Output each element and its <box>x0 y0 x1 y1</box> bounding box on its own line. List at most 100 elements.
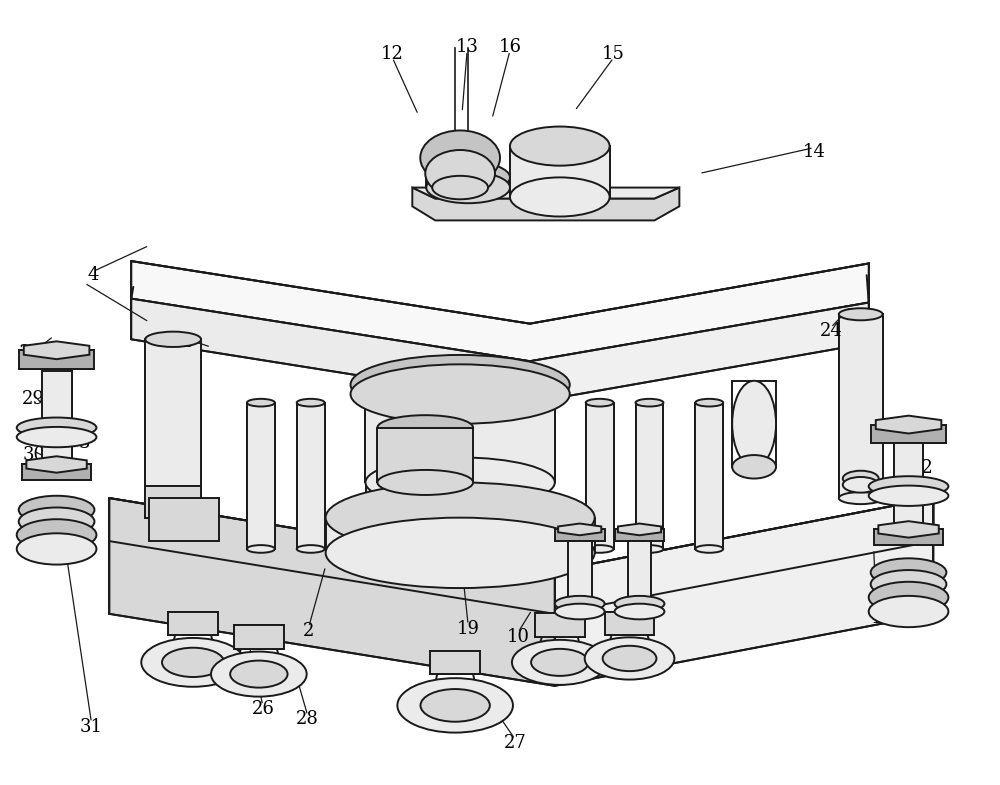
Text: 15: 15 <box>602 45 625 63</box>
Polygon shape <box>516 403 544 549</box>
Text: 32: 32 <box>18 345 41 363</box>
Ellipse shape <box>141 638 245 687</box>
Polygon shape <box>109 498 555 686</box>
Polygon shape <box>618 524 661 535</box>
Text: 28: 28 <box>296 710 319 728</box>
Ellipse shape <box>351 355 570 414</box>
Ellipse shape <box>839 492 883 504</box>
Ellipse shape <box>869 596 948 627</box>
Text: 4: 4 <box>88 266 99 284</box>
Bar <box>168 612 218 635</box>
Ellipse shape <box>843 471 879 487</box>
Ellipse shape <box>510 126 610 166</box>
Ellipse shape <box>843 477 879 493</box>
Ellipse shape <box>869 476 948 497</box>
Bar <box>510 146 610 197</box>
Polygon shape <box>22 465 91 480</box>
Polygon shape <box>131 261 869 361</box>
Polygon shape <box>871 425 946 444</box>
Ellipse shape <box>211 652 307 696</box>
Polygon shape <box>555 498 933 686</box>
Ellipse shape <box>586 399 614 407</box>
Polygon shape <box>19 350 94 369</box>
Ellipse shape <box>425 150 495 197</box>
Polygon shape <box>412 188 679 199</box>
Ellipse shape <box>145 491 201 506</box>
Ellipse shape <box>326 483 595 553</box>
Text: 29: 29 <box>22 390 45 407</box>
Ellipse shape <box>603 646 656 671</box>
Ellipse shape <box>426 162 510 193</box>
Ellipse shape <box>695 399 723 407</box>
Ellipse shape <box>871 570 946 598</box>
Polygon shape <box>247 403 275 549</box>
Ellipse shape <box>365 458 555 507</box>
Text: 1: 1 <box>871 609 882 626</box>
Polygon shape <box>555 529 605 541</box>
Bar <box>894 444 923 545</box>
Polygon shape <box>615 529 664 541</box>
Ellipse shape <box>19 507 94 535</box>
Ellipse shape <box>432 176 488 199</box>
Ellipse shape <box>586 545 614 553</box>
Ellipse shape <box>297 545 325 553</box>
Ellipse shape <box>555 596 605 612</box>
Bar <box>377 428 473 483</box>
Text: 10: 10 <box>506 627 529 645</box>
Polygon shape <box>695 403 723 549</box>
Bar <box>42 371 72 480</box>
Ellipse shape <box>615 604 664 619</box>
Polygon shape <box>412 188 679 221</box>
Ellipse shape <box>366 545 394 553</box>
Ellipse shape <box>636 399 663 407</box>
Bar <box>430 651 480 674</box>
Text: 24: 24 <box>819 323 842 341</box>
Polygon shape <box>530 302 869 403</box>
Text: 31: 31 <box>80 717 103 736</box>
Text: 12: 12 <box>381 45 404 63</box>
Bar <box>365 394 555 483</box>
Ellipse shape <box>416 399 444 407</box>
Ellipse shape <box>377 470 473 495</box>
Ellipse shape <box>420 689 490 721</box>
Text: 3: 3 <box>79 434 90 452</box>
Polygon shape <box>876 415 941 433</box>
Polygon shape <box>26 456 87 473</box>
Ellipse shape <box>636 545 663 553</box>
Polygon shape <box>366 403 394 549</box>
Ellipse shape <box>732 455 776 479</box>
Ellipse shape <box>162 648 224 677</box>
Polygon shape <box>297 403 325 549</box>
Polygon shape <box>24 341 89 360</box>
Ellipse shape <box>585 637 674 680</box>
Ellipse shape <box>420 130 500 185</box>
Bar <box>568 541 592 604</box>
Polygon shape <box>416 403 444 549</box>
Text: 19: 19 <box>457 619 480 637</box>
Ellipse shape <box>297 399 325 407</box>
Ellipse shape <box>615 596 664 612</box>
Polygon shape <box>874 529 943 545</box>
Text: 22: 22 <box>911 459 934 477</box>
Polygon shape <box>109 498 933 614</box>
Ellipse shape <box>466 399 494 407</box>
Ellipse shape <box>531 649 588 676</box>
Ellipse shape <box>510 177 610 217</box>
Ellipse shape <box>869 582 948 613</box>
Polygon shape <box>586 403 614 549</box>
Ellipse shape <box>230 661 288 688</box>
Text: 13: 13 <box>456 38 479 56</box>
Ellipse shape <box>512 640 608 685</box>
Ellipse shape <box>695 545 723 553</box>
Polygon shape <box>466 403 494 549</box>
Ellipse shape <box>869 486 948 506</box>
Ellipse shape <box>247 399 275 407</box>
Ellipse shape <box>871 558 946 586</box>
Ellipse shape <box>397 678 513 732</box>
Ellipse shape <box>377 415 473 440</box>
Ellipse shape <box>17 533 96 564</box>
Ellipse shape <box>326 517 595 588</box>
Bar <box>628 541 651 604</box>
Polygon shape <box>839 314 883 498</box>
Ellipse shape <box>466 545 494 553</box>
